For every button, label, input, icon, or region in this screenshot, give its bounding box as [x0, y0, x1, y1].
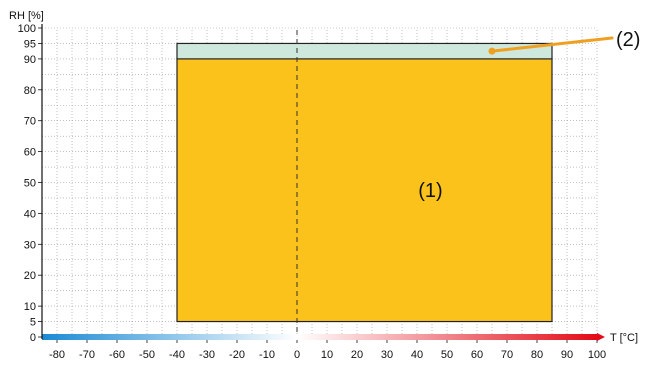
x-axis-label: T [°C] [610, 332, 638, 344]
axes [41, 24, 605, 341]
x-tick-label: -50 [139, 349, 155, 361]
region-2-area [176, 42, 553, 60]
x-axis-arrow [597, 333, 605, 341]
x-tick-label: 60 [471, 349, 483, 361]
x-tick-label: 50 [441, 349, 453, 361]
x-tick-label: 30 [381, 349, 393, 361]
x-tick-label: -40 [169, 349, 185, 361]
x-tick-label: -30 [199, 349, 215, 361]
y-tick-label: 20 [24, 270, 36, 282]
x-tick-label: 20 [351, 349, 363, 361]
y-tick-label: 60 [24, 147, 36, 159]
region-2-label: (2) [616, 29, 640, 51]
region-2-callout-dot [488, 47, 496, 55]
y-axis-label: RH [%] [9, 10, 44, 22]
region-1-label: (1) [418, 180, 442, 202]
x-tick-label: -70 [79, 349, 95, 361]
x-tick-label: -80 [49, 349, 65, 361]
y-tick-label: 80 [24, 85, 36, 97]
region-2-callout-line [490, 36, 614, 53]
regions [176, 42, 553, 323]
x-tick-label: -60 [109, 349, 125, 361]
x-tick-label: 40 [411, 349, 423, 361]
x-tick-label: 10 [321, 349, 333, 361]
x-tick-label: 100 [588, 349, 606, 361]
y-tick-label: 100 [18, 23, 36, 35]
y-tick-label: 90 [24, 54, 36, 66]
tick-labels: -80 -70 -60 -50 -40 -30 -20 -10 0 10 20 30 40 50 60 70 8… [18, 23, 607, 361]
x-tick-label: -10 [259, 349, 275, 361]
y-tick-label: 70 [24, 116, 36, 128]
y-tick-label: 30 [24, 239, 36, 251]
temperature-colorbar [42, 334, 597, 340]
x-tick-label: 0 [294, 349, 300, 361]
x-tick-label: 80 [531, 349, 543, 361]
y-tick-label: 40 [24, 208, 36, 220]
x-tick-label: 70 [501, 349, 513, 361]
y-tick-label: 5 [30, 317, 36, 329]
x-tick-label: -20 [229, 349, 245, 361]
y-tick-label: 50 [24, 178, 36, 190]
x-tick-label: 90 [561, 349, 573, 361]
region-1-area [176, 58, 553, 323]
y-tick-label: 95 [24, 38, 36, 50]
y-tick-label: 10 [24, 301, 36, 313]
y-tick-label: 0 [30, 332, 36, 344]
